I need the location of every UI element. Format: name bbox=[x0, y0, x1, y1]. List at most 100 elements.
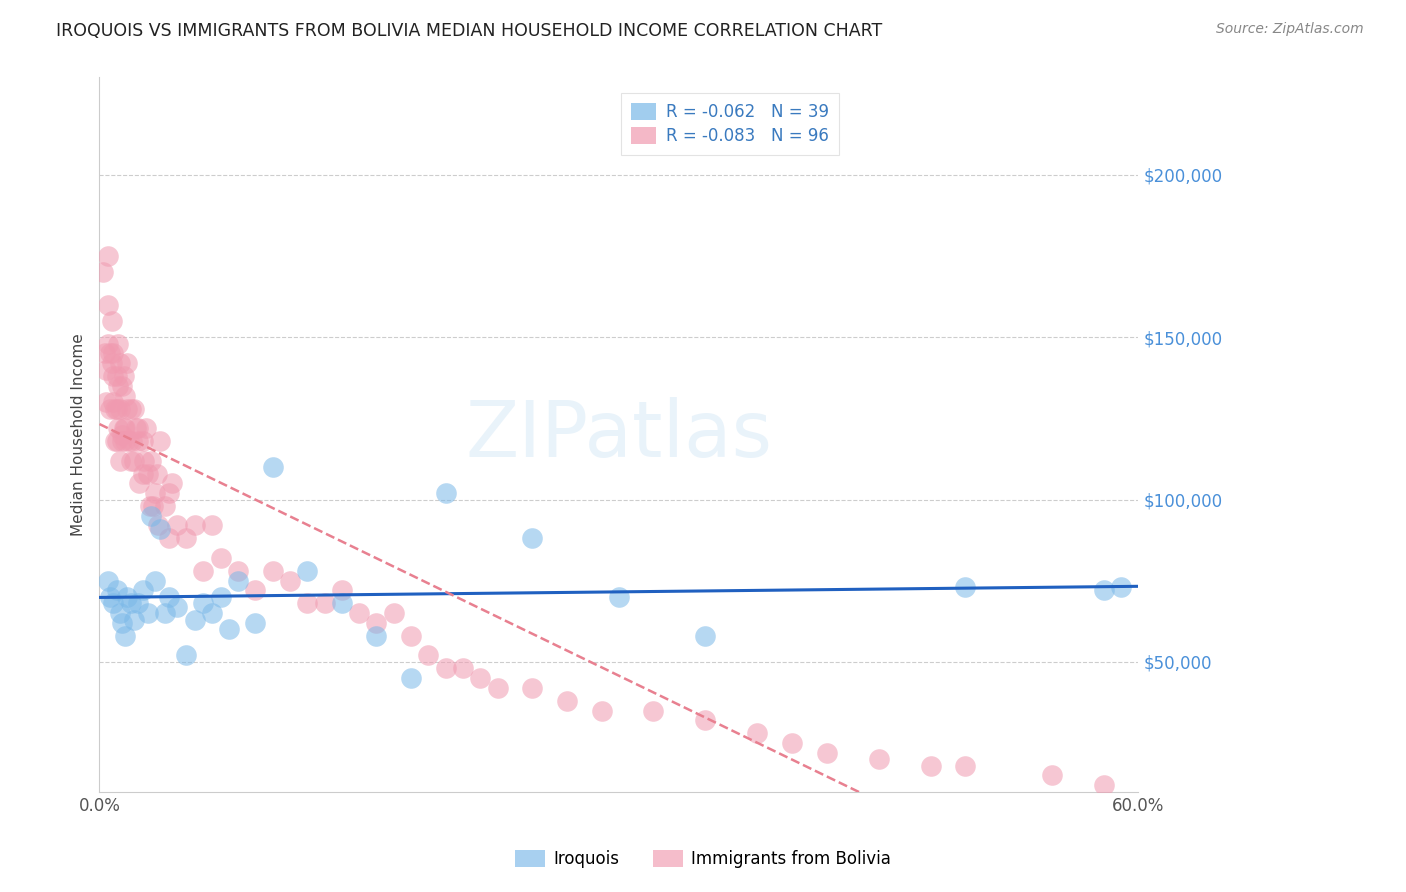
Point bbox=[103, 395, 125, 409]
Point bbox=[98, 401, 121, 416]
Point bbox=[108, 401, 131, 416]
Point bbox=[166, 599, 188, 614]
Point bbox=[105, 369, 128, 384]
Point bbox=[103, 596, 125, 610]
Point bbox=[183, 613, 205, 627]
Point bbox=[157, 590, 180, 604]
Point bbox=[104, 434, 127, 448]
Point bbox=[91, 265, 114, 279]
Point bbox=[522, 532, 544, 546]
Point bbox=[1092, 583, 1115, 598]
Point bbox=[108, 356, 131, 370]
Point bbox=[100, 356, 122, 370]
Point bbox=[114, 389, 136, 403]
Point bbox=[96, 395, 118, 409]
Point bbox=[114, 421, 136, 435]
Point bbox=[434, 661, 457, 675]
Point bbox=[108, 453, 131, 467]
Point bbox=[160, 476, 183, 491]
Point bbox=[108, 606, 131, 620]
Point bbox=[295, 564, 318, 578]
Point bbox=[174, 648, 197, 663]
Point bbox=[132, 467, 155, 481]
Point bbox=[105, 583, 128, 598]
Point bbox=[695, 629, 717, 643]
Point bbox=[149, 434, 172, 448]
Point bbox=[120, 596, 142, 610]
Point bbox=[209, 590, 232, 604]
Point bbox=[607, 590, 630, 604]
Point bbox=[136, 467, 159, 481]
Point bbox=[155, 606, 177, 620]
Point bbox=[330, 583, 353, 598]
Point bbox=[522, 681, 544, 695]
Point bbox=[115, 401, 138, 416]
Point bbox=[1109, 580, 1132, 594]
Legend: R = -0.062   N = 39, R = -0.083   N = 96: R = -0.062 N = 39, R = -0.083 N = 96 bbox=[621, 93, 839, 155]
Point bbox=[174, 532, 197, 546]
Point bbox=[111, 427, 134, 442]
Point bbox=[953, 758, 976, 772]
Point bbox=[226, 574, 249, 588]
Point bbox=[111, 434, 134, 448]
Point bbox=[418, 648, 440, 663]
Point bbox=[115, 590, 138, 604]
Point bbox=[97, 574, 120, 588]
Point bbox=[121, 434, 143, 448]
Point bbox=[643, 704, 665, 718]
Point bbox=[107, 336, 129, 351]
Point bbox=[142, 499, 165, 513]
Point bbox=[399, 629, 422, 643]
Point bbox=[111, 379, 134, 393]
Point bbox=[953, 580, 976, 594]
Point bbox=[245, 583, 267, 598]
Point bbox=[747, 726, 769, 740]
Point bbox=[148, 518, 170, 533]
Point bbox=[112, 369, 135, 384]
Point bbox=[434, 486, 457, 500]
Point bbox=[98, 346, 121, 360]
Point bbox=[183, 518, 205, 533]
Point bbox=[127, 421, 149, 435]
Point bbox=[112, 421, 135, 435]
Point bbox=[105, 434, 128, 448]
Point bbox=[105, 401, 128, 416]
Point bbox=[107, 421, 129, 435]
Legend: Iroquois, Immigrants from Bolivia: Iroquois, Immigrants from Bolivia bbox=[509, 843, 897, 875]
Point bbox=[136, 606, 159, 620]
Point bbox=[103, 369, 125, 384]
Point bbox=[149, 522, 172, 536]
Point bbox=[128, 476, 150, 491]
Point bbox=[98, 590, 121, 604]
Point bbox=[868, 752, 890, 766]
Point bbox=[122, 453, 145, 467]
Point bbox=[470, 671, 492, 685]
Point bbox=[122, 613, 145, 627]
Point bbox=[125, 421, 148, 435]
Point bbox=[382, 606, 405, 620]
Point bbox=[114, 629, 136, 643]
Point bbox=[120, 453, 142, 467]
Text: Source: ZipAtlas.com: Source: ZipAtlas.com bbox=[1216, 22, 1364, 37]
Point bbox=[122, 401, 145, 416]
Point bbox=[314, 596, 336, 610]
Point bbox=[245, 615, 267, 630]
Point bbox=[135, 421, 157, 435]
Point bbox=[93, 346, 115, 360]
Point bbox=[97, 336, 120, 351]
Point bbox=[278, 574, 301, 588]
Point bbox=[1040, 768, 1063, 782]
Point bbox=[157, 532, 180, 546]
Point bbox=[134, 453, 156, 467]
Point bbox=[226, 564, 249, 578]
Point bbox=[141, 453, 163, 467]
Point bbox=[97, 298, 120, 312]
Point bbox=[815, 746, 838, 760]
Point bbox=[111, 615, 134, 630]
Point bbox=[143, 486, 166, 500]
Point bbox=[127, 596, 149, 610]
Point bbox=[157, 486, 180, 500]
Point bbox=[193, 596, 215, 610]
Point bbox=[155, 499, 177, 513]
Point bbox=[920, 758, 942, 772]
